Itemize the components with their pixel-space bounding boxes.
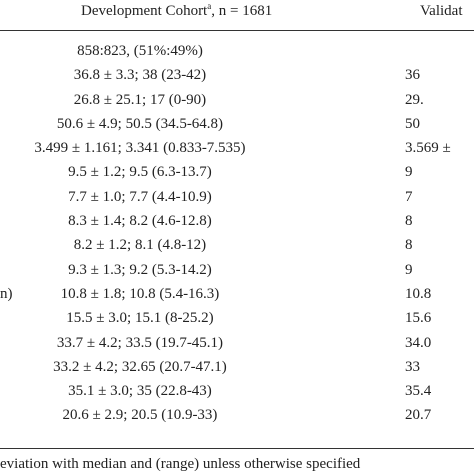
validation-cohort-value: 9 (405, 164, 413, 181)
validation-cohort-value: 35.4 (405, 383, 432, 400)
validation-cohort-value: 9 (405, 261, 413, 278)
table-row: 8.3 ± 1.4; 8.2 (4.6-12.8) 8 (0, 210, 474, 234)
table-row: 26.8 ± 25.1; 17 (0-90) 29. (0, 89, 474, 113)
header-rule (0, 30, 474, 31)
table-body: 858:823, (51%:49%) 36.8 ± 3.3; 38 (23-42)… (0, 40, 474, 429)
validation-cohort-value: 36 (405, 67, 420, 84)
validation-cohort-value: 29. (405, 91, 424, 108)
development-cohort-value: 36.8 ± 3.3; 38 (23-42) (73, 67, 207, 84)
validation-cohort-value: 7 (405, 188, 413, 205)
table-row: 8.2 ± 1.2; 8.1 (4.8-12) 8 (0, 234, 474, 258)
table-row: 858:823, (51%:49%) (0, 40, 474, 64)
development-cohort-value: 35.1 ± 3.0; 35 (22.8-43) (68, 383, 212, 400)
table-row: 3.499 ± 1.161; 3.341 (0.833-7.535) 3.569 … (0, 137, 474, 161)
development-cohort-value: 26.8 ± 25.1; 17 (0-90) (73, 91, 207, 108)
development-cohort-value: 33.7 ± 4.2; 33.5 (19.7-45.1) (56, 334, 224, 351)
development-cohort-value: 7.7 ± 1.0; 7.7 (4.4-10.9) (68, 188, 212, 205)
table-row: 9.3 ± 1.3; 9.2 (5.3-14.2) 9 (0, 259, 474, 283)
table-row: n) 10.8 ± 1.8; 10.8 (5.4-16.3) 10.8 (0, 283, 474, 307)
development-cohort-value: 9.3 ± 1.3; 9.2 (5.3-14.2) (68, 261, 212, 278)
validation-cohort-value: 8 (405, 213, 413, 230)
development-cohort-header: Development Cohorta, n = 1681 (81, 1, 273, 20)
development-cohort-value: 15.5 ± 3.0; 15.1 (8-25.2) (66, 310, 214, 327)
table-row: 20.6 ± 2.9; 20.5 (10.9-33) 20.7 (0, 404, 474, 428)
development-cohort-value: 50.6 ± 4.9; 50.5 (34.5-64.8) (56, 115, 224, 132)
development-cohort-value: 858:823, (51%:49%) (77, 43, 203, 59)
table-row: 9.5 ± 1.2; 9.5 (6.3-13.7) 9 (0, 161, 474, 185)
table-row: 15.5 ± 3.0; 15.1 (8-25.2) 15.6 (0, 307, 474, 331)
validation-cohort-header: Validat (420, 3, 463, 19)
table-row: 35.1 ± 3.0; 35 (22.8-43) 35.4 (0, 380, 474, 404)
validation-cohort-value: 8 (405, 237, 413, 254)
development-cohort-value: 9.5 ± 1.2; 9.5 (6.3-13.7) (68, 164, 212, 181)
validation-cohort-value: 50 (405, 115, 420, 132)
development-cohort-value: 3.499 ± 1.161; 3.341 (0.833-7.535) (34, 140, 246, 157)
validation-cohort-value: 3.569 ± (405, 140, 451, 157)
table-row: 33.2 ± 4.2; 32.65 (20.7-47.1) 33 (0, 356, 474, 380)
development-cohort-value: 8.2 ± 1.2; 8.1 (4.8-12) (73, 237, 207, 254)
development-cohort-footnote-marker: a (207, 1, 212, 11)
development-cohort-value: 20.6 ± 2.9; 20.5 (10.9-33) (62, 407, 218, 424)
validation-cohort-value: 15.6 (405, 310, 432, 327)
development-cohort-value: 33.2 ± 4.2; 32.65 (20.7-47.1) (53, 358, 227, 375)
table-bottom-rule (0, 448, 474, 449)
development-cohort-n: , n = 1681 (211, 3, 273, 19)
table-row: 33.7 ± 4.2; 33.5 (19.7-45.1) 34.0 (0, 332, 474, 356)
validation-cohort-value: 10.8 (405, 285, 432, 302)
development-cohort-value: 10.8 ± 1.8; 10.8 (5.4-16.3) (60, 285, 220, 302)
table-footnote: eviation with median and (range) unless … (0, 456, 361, 472)
development-cohort-label: Development Cohort (81, 3, 208, 19)
validation-cohort-value: 34.0 (405, 334, 432, 351)
validation-cohort-value: 20.7 (405, 407, 432, 424)
table-row: 50.6 ± 4.9; 50.5 (34.5-64.8) 50 (0, 113, 474, 137)
row-label: n) (0, 285, 13, 302)
development-cohort-value: 8.3 ± 1.4; 8.2 (4.6-12.8) (68, 213, 212, 230)
table-row: 36.8 ± 3.3; 38 (23-42) 36 (0, 64, 474, 88)
table-row: 7.7 ± 1.0; 7.7 (4.4-10.9) 7 (0, 186, 474, 210)
validation-cohort-value: 33 (405, 358, 420, 375)
